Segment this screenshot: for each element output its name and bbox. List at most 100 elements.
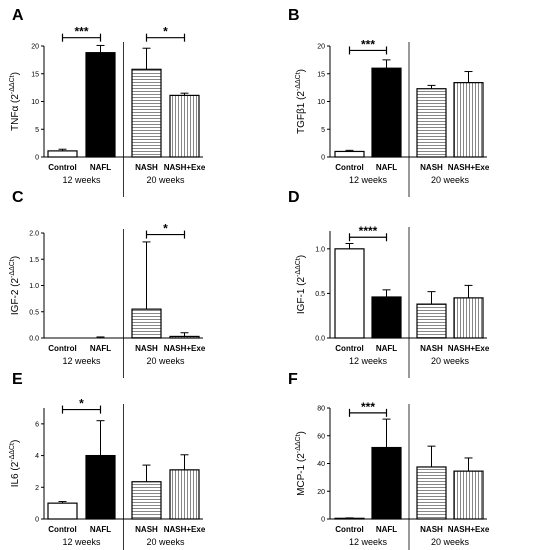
chart-panel-e: E 0 2 4 6 IL6 (2-ΔΔCt) Control NAFL NASH NASH+Exe…	[9, 371, 206, 550]
category-label: NASH	[420, 525, 443, 534]
category-label: NASH+Exe	[448, 163, 490, 172]
group-label: 20 weeks	[431, 356, 470, 366]
y-tick-label: 1.5	[29, 257, 39, 264]
bar-control	[334, 150, 365, 158]
category-label: NASH+Exe	[164, 344, 206, 353]
y-axis-label: TGFβ1 (2-ΔΔCt)	[295, 69, 307, 134]
significance-label: ****	[359, 224, 378, 238]
y-tick-label: 20	[31, 44, 39, 51]
panel-letter: F	[288, 371, 298, 388]
bar-nash	[131, 308, 162, 339]
y-tick-label: 0.0	[315, 336, 325, 343]
bar-control	[334, 248, 365, 339]
y-tick-label: 1.0	[29, 283, 39, 290]
category-label: NASH	[135, 163, 158, 172]
category-label: Control	[48, 525, 76, 534]
category-label: NASH+Exe	[164, 163, 206, 172]
y-tick-label: 20	[317, 44, 325, 51]
bar-nash-exe	[169, 335, 200, 339]
y-tick-label: 15	[317, 71, 325, 78]
group-label: 20 weeks	[146, 537, 185, 547]
bar-nash-exe	[169, 469, 200, 520]
panel-letter: C	[12, 189, 24, 206]
bar-nafl	[85, 52, 116, 158]
y-tick-label: 0	[321, 517, 325, 524]
category-label: NASH+Exe	[448, 344, 490, 353]
chart-panel-a: A 0 5 10 15 20 TNFα (2-ΔΔCt) Control NAFL NASH NAS…	[9, 7, 206, 197]
bar-nafl	[371, 446, 402, 520]
category-label: NASH	[135, 344, 158, 353]
group-label: 12 weeks	[62, 356, 101, 366]
group-label: 20 weeks	[146, 175, 185, 185]
bar-nash	[131, 68, 162, 158]
bar-control	[47, 502, 78, 520]
category-label: NAFL	[376, 525, 397, 534]
y-tick-label: 0.0	[29, 336, 39, 343]
bar-nash	[131, 481, 162, 520]
y-tick-label: 0.5	[29, 309, 39, 316]
y-tick-label: 4	[35, 453, 39, 460]
category-label: NASH+Exe	[164, 525, 206, 534]
y-tick-label: 10	[31, 99, 39, 106]
chart-panel-c: C 0.0 0.5 1.0 1.5 2.0 IGF-2 (2-ΔΔCt) Control NAF…	[9, 189, 206, 378]
category-label: Control	[335, 525, 363, 534]
bar-nash-exe	[453, 470, 484, 520]
category-label: NAFL	[376, 163, 397, 172]
category-label: Control	[48, 163, 76, 172]
bar-control	[47, 150, 78, 158]
category-label: NAFL	[90, 525, 111, 534]
group-label: 12 weeks	[62, 175, 101, 185]
y-tick-label: 0.5	[315, 291, 325, 298]
y-tick-label: 2	[35, 485, 39, 492]
category-label: NASH	[420, 344, 443, 353]
chart-panel-d: D 0.0 0.5 1.0 IGF-1 (2-ΔΔCt) Control NAFL NASH N…	[288, 189, 490, 378]
category-label: Control	[335, 163, 363, 172]
bar-nash-exe	[453, 297, 484, 339]
y-tick-label: 40	[317, 461, 325, 468]
category-label: NAFL	[376, 344, 397, 353]
category-label: NASH+Exe	[448, 525, 490, 534]
y-tick-label: 5	[35, 127, 39, 134]
y-axis-label: TNFα (2-ΔΔCt)	[9, 72, 21, 131]
significance-label: *	[163, 222, 168, 236]
bar-nash	[416, 466, 447, 520]
y-axis-label: IGF-2 (2-ΔΔCt)	[9, 256, 21, 315]
category-label: Control	[335, 344, 363, 353]
y-tick-label: 60	[317, 433, 325, 440]
group-label: 20 weeks	[146, 356, 185, 366]
category-label: NAFL	[90, 163, 111, 172]
y-tick-label: 80	[317, 406, 325, 413]
group-label: 12 weeks	[349, 175, 388, 185]
y-tick-label: 5	[321, 127, 325, 134]
significance-label: *	[79, 397, 84, 411]
category-label: NAFL	[90, 344, 111, 353]
significance-label: ***	[74, 25, 88, 39]
category-label: NASH	[135, 525, 158, 534]
chart-panel-f: F 0 20 40 60 80 MCP-1 (2-ΔΔCt) Control NAFL NASH N…	[288, 371, 490, 550]
significance-label: ***	[361, 400, 375, 414]
panel-letter: E	[12, 371, 23, 388]
group-label: 12 weeks	[349, 537, 388, 547]
category-label: NASH	[420, 163, 443, 172]
y-tick-label: 10	[317, 99, 325, 106]
group-label: 12 weeks	[62, 537, 101, 547]
y-tick-label: 2.0	[29, 231, 39, 238]
y-tick-label: 20	[317, 489, 325, 496]
bar-nash-exe	[169, 94, 200, 158]
panel-letter: B	[288, 7, 300, 24]
bar-control	[334, 517, 365, 520]
bar-nafl	[371, 67, 402, 158]
bar-nash	[416, 88, 447, 158]
bar-nafl	[85, 454, 116, 520]
group-label: 20 weeks	[431, 537, 470, 547]
significance-label: ***	[361, 37, 375, 51]
bar-nafl	[371, 296, 402, 339]
y-tick-label: 6	[35, 421, 39, 428]
y-axis-label: IL6 (2-ΔΔCt)	[9, 440, 21, 488]
panel-letter: A	[12, 7, 24, 24]
bar-nash-exe	[453, 82, 484, 158]
significance-label: *	[163, 25, 168, 39]
y-tick-label: 1.0	[315, 246, 325, 253]
y-tick-label: 15	[31, 71, 39, 78]
